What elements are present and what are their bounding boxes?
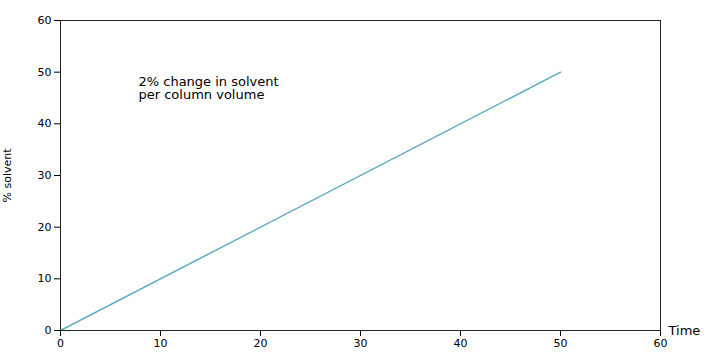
svg-text:30: 30	[38, 169, 52, 182]
svg-text:Time: Time	[668, 323, 701, 338]
svg-text:60: 60	[38, 14, 52, 27]
svg-text:10: 10	[38, 272, 52, 285]
svg-text:30: 30	[354, 337, 368, 350]
svg-text:20: 20	[38, 221, 52, 234]
svg-text:0: 0	[57, 337, 64, 350]
svg-text:40: 40	[38, 117, 52, 130]
svg-text:40: 40	[454, 337, 468, 350]
svg-text:60: 60	[654, 337, 668, 350]
svg-text:0: 0	[45, 324, 52, 337]
svg-text:2% change in solventper column: 2% change in solventper column volume	[139, 74, 279, 102]
svg-text:20: 20	[254, 337, 268, 350]
svg-text:% solvent: % solvent	[1, 148, 14, 203]
svg-text:10: 10	[154, 337, 168, 350]
svg-text:50: 50	[554, 337, 568, 350]
svg-text:50: 50	[38, 66, 52, 79]
